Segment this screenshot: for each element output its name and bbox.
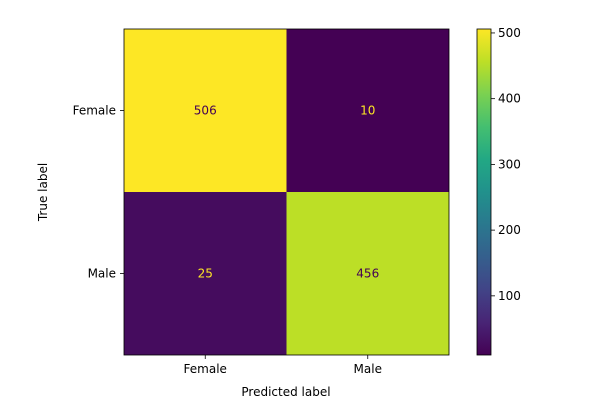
heatmap-cells: 506 10 25 456 <box>124 29 449 355</box>
cell-value-label: 25 <box>198 267 213 281</box>
heatmap-cell <box>286 192 449 355</box>
colorbar <box>476 28 492 356</box>
y-tick-label: Male <box>88 267 116 281</box>
y-axis-ticks: Female Male <box>73 104 124 281</box>
x-tick-label: Male <box>354 362 382 376</box>
x-axis-ticks: Female Male <box>184 355 382 376</box>
colorbar-ticks: 100 200 300 400 500 <box>491 26 521 303</box>
cell-value-label: 506 <box>194 104 217 118</box>
x-tick-label: Female <box>184 362 227 376</box>
y-axis-title: True label <box>36 163 50 222</box>
colorbar-tick-label: 300 <box>498 157 521 171</box>
x-axis-title: Predicted label <box>241 385 330 399</box>
y-tick-label: Female <box>73 104 116 118</box>
heatmap-cell <box>124 29 287 192</box>
heatmap-cell <box>286 29 449 192</box>
colorbar-tick-label: 100 <box>498 289 521 303</box>
plot-frame <box>123 28 450 356</box>
colorbar-tick-label: 400 <box>498 92 521 106</box>
cell-value-label: 456 <box>356 267 379 281</box>
colorbar-tick-label: 500 <box>498 26 521 40</box>
heatmap-cell <box>124 192 287 355</box>
cell-value-label: 10 <box>360 104 375 118</box>
colorbar-tick-label: 200 <box>498 223 521 237</box>
